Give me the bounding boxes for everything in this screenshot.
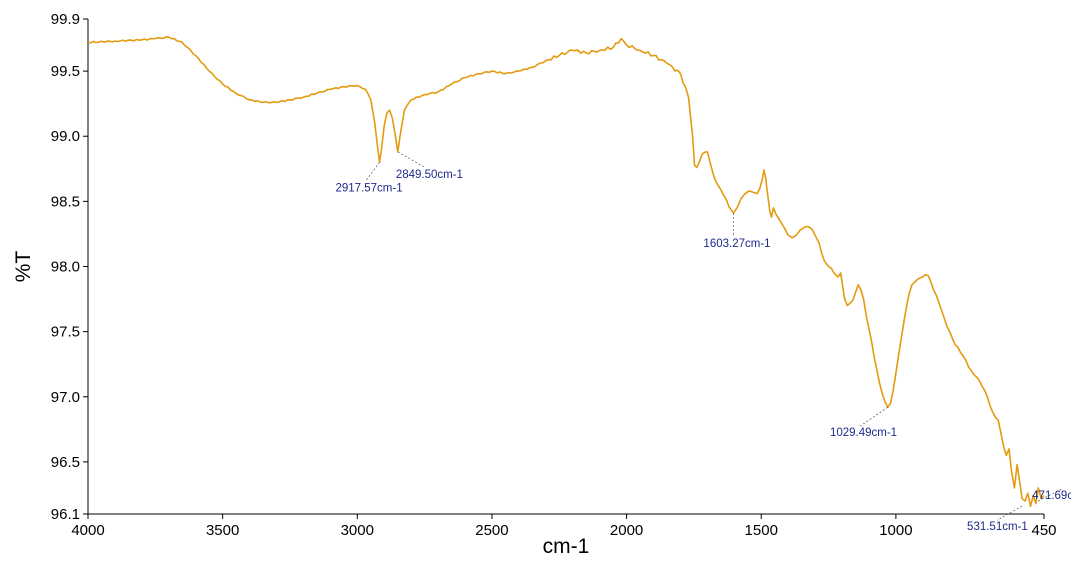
peak-label: 1029.49cm-1 <box>830 427 897 439</box>
annotation-leader <box>397 151 426 169</box>
peak-label: 1603.27cm-1 <box>703 238 770 250</box>
peak-label: 471.69cm-1 <box>1032 490 1071 502</box>
x-tick-label: 1000 <box>879 522 912 539</box>
series-line-0 <box>87 36 1045 507</box>
y-tick-label: 98.0 <box>51 259 80 276</box>
axes: 99.9 99.5 99.0 98.5 98.0 97.5 97.0 96.5 96.14000… <box>51 11 1057 539</box>
y-tick-label: 97.5 <box>51 324 80 341</box>
y-tick-label: 97.0 <box>51 389 80 406</box>
x-tick-label: 2000 <box>610 522 643 539</box>
annotation-leader <box>1038 488 1063 502</box>
annotation-leader <box>859 406 889 427</box>
series-layer <box>87 36 1045 507</box>
x-tick-label: 2500 <box>475 522 508 539</box>
y-tick-label: 96.5 <box>51 454 80 471</box>
annotation-leader <box>996 505 1023 521</box>
y-tick-label: 99.5 <box>51 63 80 80</box>
y-tick-label: 98.5 <box>51 193 80 210</box>
x-tick-label: 3000 <box>341 522 374 539</box>
peak-label: 2849.50cm-1 <box>396 169 463 181</box>
peak-label: 531.51cm-1 <box>967 521 1028 533</box>
y-tick-label: 99.9 <box>51 11 80 28</box>
annotation-leader <box>365 162 380 182</box>
y-tick-label: 99.0 <box>51 128 80 145</box>
x-axis-title: cm-1 <box>543 535 590 558</box>
x-tick-label: 450 <box>1031 522 1056 539</box>
y-tick-label: 96.1 <box>51 506 80 523</box>
peak-label: 2917.57cm-1 <box>335 182 402 194</box>
x-tick-label: 3500 <box>206 522 239 539</box>
y-axis-title: %T <box>12 251 35 283</box>
x-tick-label: 4000 <box>71 522 104 539</box>
x-tick-label: 1500 <box>745 522 778 539</box>
